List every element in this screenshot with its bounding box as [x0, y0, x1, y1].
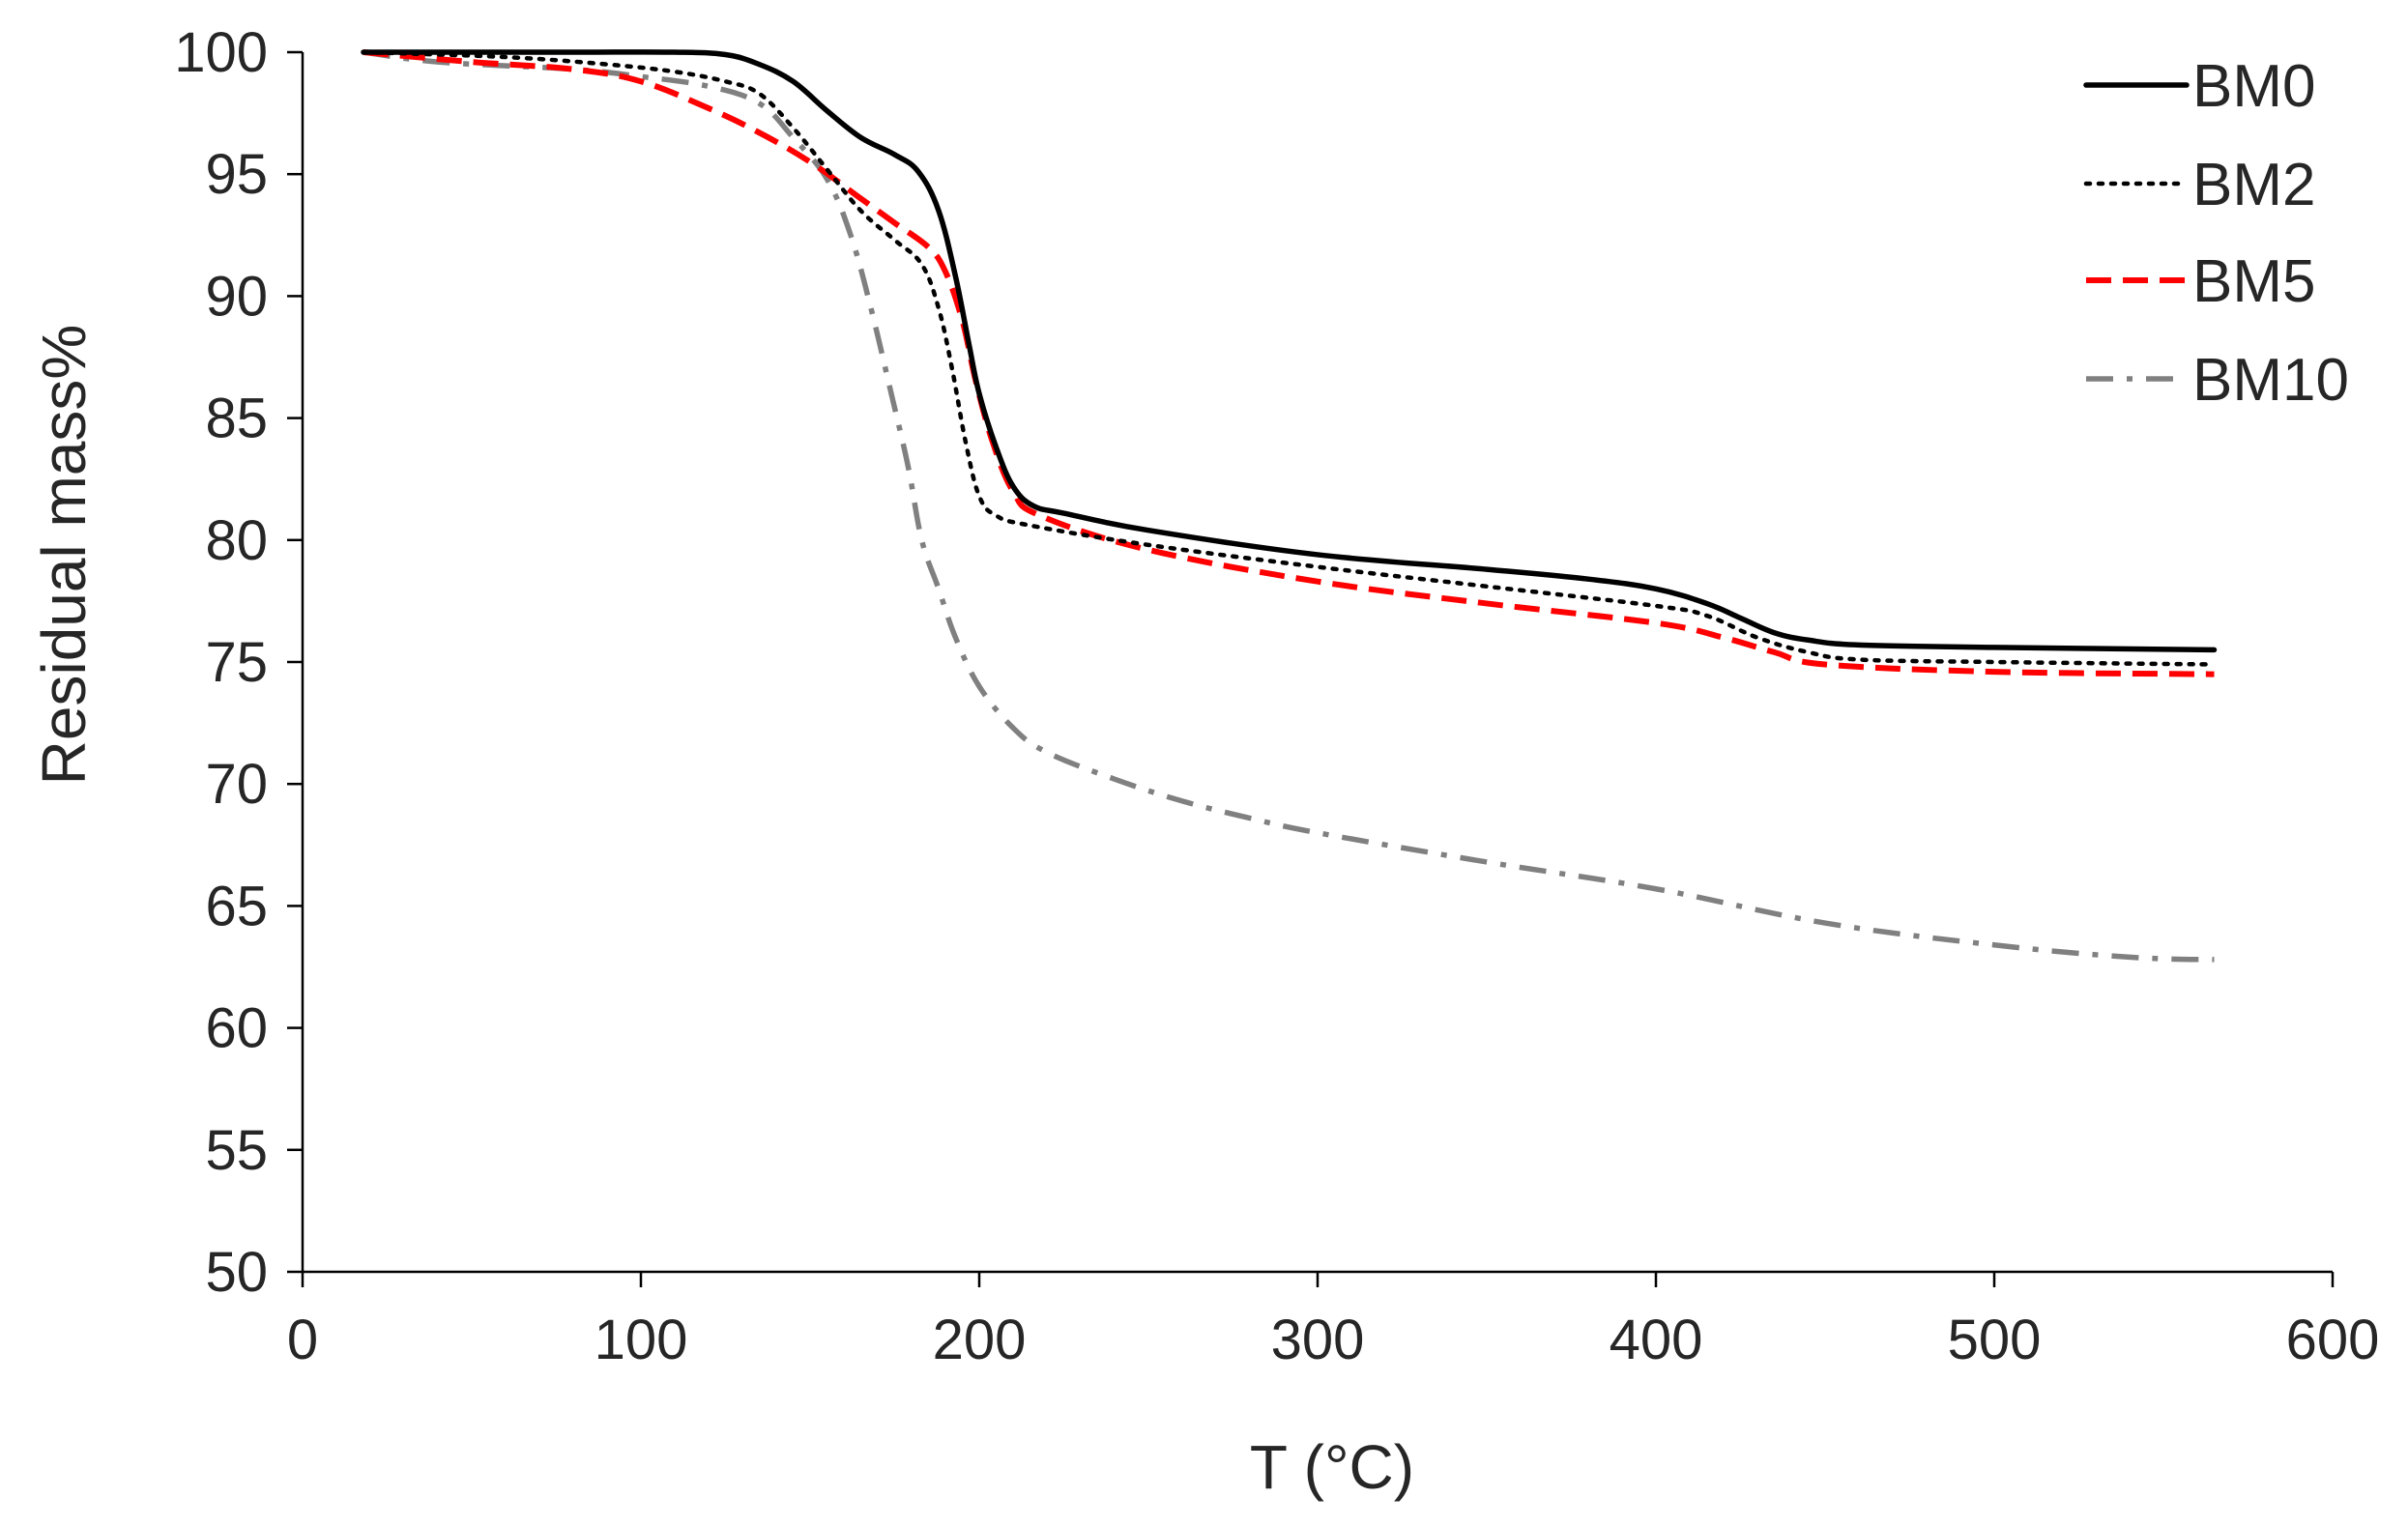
x-tick-label: 500 [1948, 1309, 2042, 1371]
y-tick-label: 50 [205, 1241, 268, 1304]
y-tick-label: 60 [205, 997, 268, 1060]
y-tick-label: 55 [205, 1119, 268, 1182]
series-line-bm10 [363, 49, 2215, 963]
series-line-bm5 [363, 49, 2215, 677]
x-tick-label: 600 [2286, 1309, 2380, 1371]
x-tick-label: 200 [933, 1309, 1027, 1371]
y-axis-title: Residual mass% [29, 325, 99, 786]
legend-label-bm2: BM2 [2192, 152, 2315, 218]
legend-label-bm0: BM0 [2192, 53, 2315, 120]
x-tick-label: 400 [1610, 1309, 1703, 1371]
legend-label-bm5: BM5 [2192, 248, 2315, 315]
y-tick-label: 85 [205, 388, 268, 450]
legend: BM0 BM2 BM5 BM10 [2083, 53, 2349, 414]
y-tick-label: 90 [205, 265, 268, 328]
series-line-bm2 [361, 49, 2217, 667]
y-tick-label: 95 [205, 143, 268, 206]
y-tick-label: 80 [205, 509, 268, 572]
x-tick-label: 300 [1271, 1309, 1365, 1371]
axes: 0 100 200 300 400 500 600 50 55 60 65 70 75 80 85 90 95 1… [174, 21, 2379, 1371]
y-tick-label: 75 [205, 631, 268, 694]
y-tick-label: 70 [205, 753, 268, 816]
x-axis-title: T (°C) [1250, 1432, 1414, 1502]
x-tick-label: 0 [287, 1309, 318, 1371]
x-tick-label: 100 [595, 1309, 688, 1371]
y-tick-label: 65 [205, 875, 268, 937]
series-line-bm0 [361, 49, 2218, 653]
data-series [361, 49, 2218, 963]
legend-label-bm10: BM10 [2192, 347, 2349, 414]
y-tick-label: 100 [174, 21, 268, 84]
